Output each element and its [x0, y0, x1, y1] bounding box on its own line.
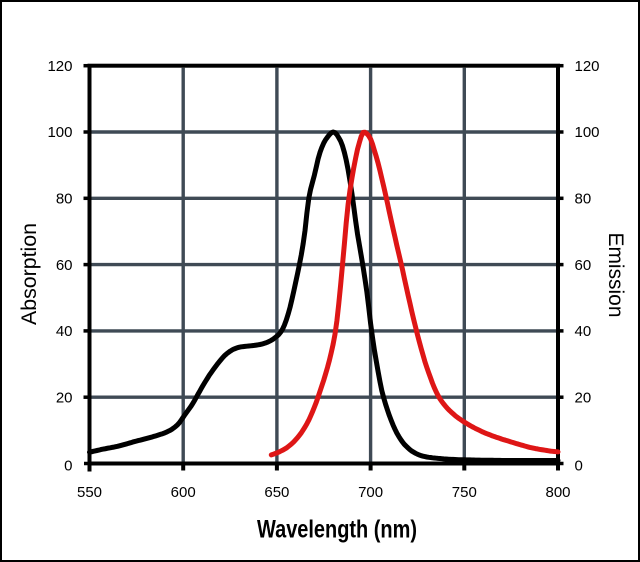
- svg-text:800: 800: [545, 484, 570, 501]
- svg-text:0: 0: [64, 458, 72, 475]
- svg-text:80: 80: [56, 191, 73, 208]
- svg-text:120: 120: [575, 58, 600, 75]
- svg-text:80: 80: [575, 191, 592, 208]
- svg-text:20: 20: [575, 389, 592, 406]
- svg-text:40: 40: [56, 323, 73, 340]
- svg-text:60: 60: [56, 257, 73, 274]
- svg-text:Wavelength (nm): Wavelength (nm): [257, 516, 417, 544]
- svg-text:700: 700: [358, 484, 383, 501]
- svg-text:550: 550: [77, 484, 102, 501]
- svg-text:Emission: Emission: [604, 233, 627, 318]
- svg-text:120: 120: [47, 58, 72, 75]
- svg-text:650: 650: [264, 484, 289, 501]
- svg-text:750: 750: [452, 484, 477, 501]
- svg-text:600: 600: [171, 484, 196, 501]
- svg-text:100: 100: [575, 124, 600, 141]
- svg-text:20: 20: [56, 389, 73, 406]
- svg-text:0: 0: [575, 458, 583, 475]
- svg-text:100: 100: [47, 124, 72, 141]
- svg-text:60: 60: [575, 257, 592, 274]
- svg-text:40: 40: [575, 323, 592, 340]
- svg-text:Absorption: Absorption: [18, 223, 41, 325]
